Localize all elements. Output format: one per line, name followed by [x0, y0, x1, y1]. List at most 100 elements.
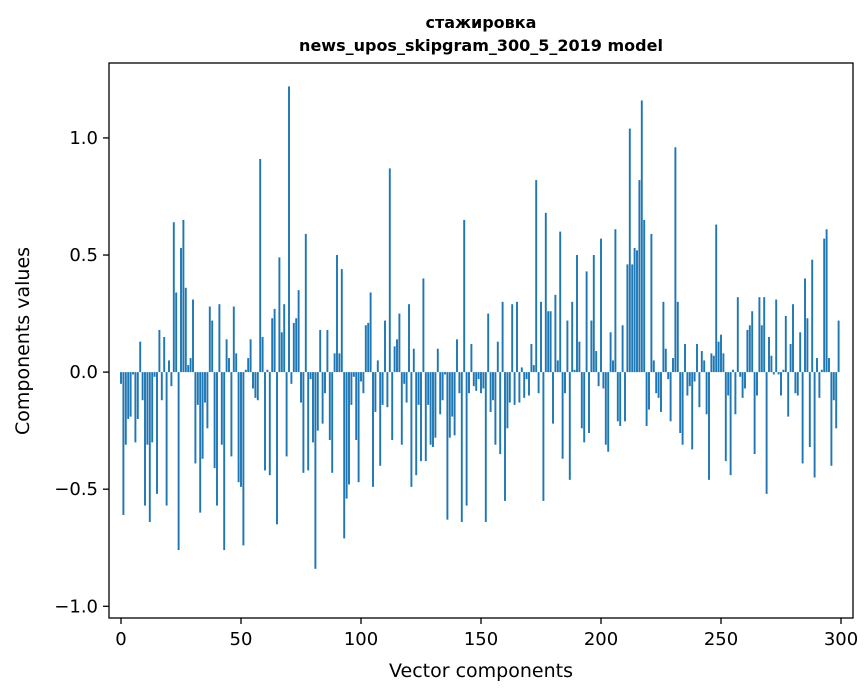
bar [376, 360, 379, 373]
bar [475, 372, 478, 391]
bar [626, 264, 629, 373]
bar [120, 372, 122, 384]
bar [734, 372, 737, 415]
bar [362, 372, 365, 394]
bar [650, 233, 653, 373]
bar [688, 372, 691, 387]
bar [619, 372, 622, 426]
bar [264, 372, 266, 471]
bar [525, 372, 528, 380]
bar [638, 180, 641, 373]
bar [770, 355, 773, 373]
bar [506, 372, 509, 429]
bar [532, 365, 535, 373]
bar [837, 320, 840, 373]
bar [283, 304, 286, 373]
bar [158, 329, 161, 373]
bar [316, 372, 319, 431]
y-tick-label: 1.0 [69, 128, 98, 149]
bar [576, 255, 578, 373]
bar [300, 372, 302, 403]
bar [799, 332, 802, 373]
bar [645, 372, 648, 426]
bar [823, 238, 826, 373]
bar [700, 351, 703, 373]
y-tick-label: 0.5 [69, 245, 98, 266]
bar [487, 313, 490, 373]
bar [201, 372, 204, 459]
bar [595, 351, 598, 373]
bar [288, 86, 290, 373]
bar [393, 346, 396, 373]
bar [590, 320, 593, 373]
bar [813, 372, 816, 478]
bar [213, 372, 216, 469]
bar [206, 372, 209, 429]
bar [655, 372, 658, 394]
bar [134, 372, 137, 443]
bar [355, 372, 358, 441]
bar [703, 360, 706, 373]
bar [818, 372, 821, 398]
bar [266, 369, 269, 373]
bar [324, 372, 326, 394]
bar [280, 332, 283, 373]
bar [331, 372, 334, 473]
bar [566, 320, 569, 373]
bar [662, 301, 665, 373]
bar [458, 372, 461, 394]
bar [436, 348, 439, 373]
bar [163, 336, 166, 373]
bar [684, 344, 686, 373]
bar [153, 372, 156, 377]
bar [420, 372, 422, 462]
bar [225, 339, 228, 373]
bar [480, 372, 482, 394]
bar [789, 344, 792, 373]
bar [494, 372, 497, 445]
bar [216, 372, 218, 506]
bar [122, 372, 125, 515]
bar [518, 372, 521, 403]
bar [736, 297, 739, 373]
bar [328, 372, 331, 441]
bar [744, 372, 746, 389]
bar [772, 372, 775, 375]
bar [540, 301, 542, 373]
bar [652, 360, 655, 373]
bar [477, 372, 480, 380]
bar [151, 372, 154, 443]
bar [621, 325, 624, 373]
bar [427, 372, 430, 405]
bar [554, 294, 557, 373]
x-tick-label: 200 [584, 629, 618, 650]
y-tick-label: −0.5 [54, 479, 98, 500]
bar [484, 372, 487, 522]
bar [136, 372, 139, 419]
bar [696, 344, 698, 373]
x-tick-label: 50 [230, 629, 253, 650]
bar [141, 372, 144, 401]
bar [273, 308, 276, 373]
bar [228, 358, 230, 373]
bar [720, 334, 722, 373]
bar [340, 269, 343, 373]
bar [451, 372, 454, 417]
bar [410, 372, 413, 487]
bar [290, 372, 293, 384]
bar [218, 304, 221, 373]
bar [412, 348, 415, 373]
bar [664, 348, 667, 373]
bars-group [120, 86, 840, 569]
bar [559, 231, 562, 373]
bar [482, 372, 485, 389]
bar [129, 372, 132, 417]
bar [672, 358, 674, 373]
bar [753, 372, 756, 455]
bar [199, 372, 202, 513]
bar [400, 372, 403, 445]
bar [739, 372, 742, 377]
bar [422, 278, 425, 373]
bar [580, 372, 583, 429]
